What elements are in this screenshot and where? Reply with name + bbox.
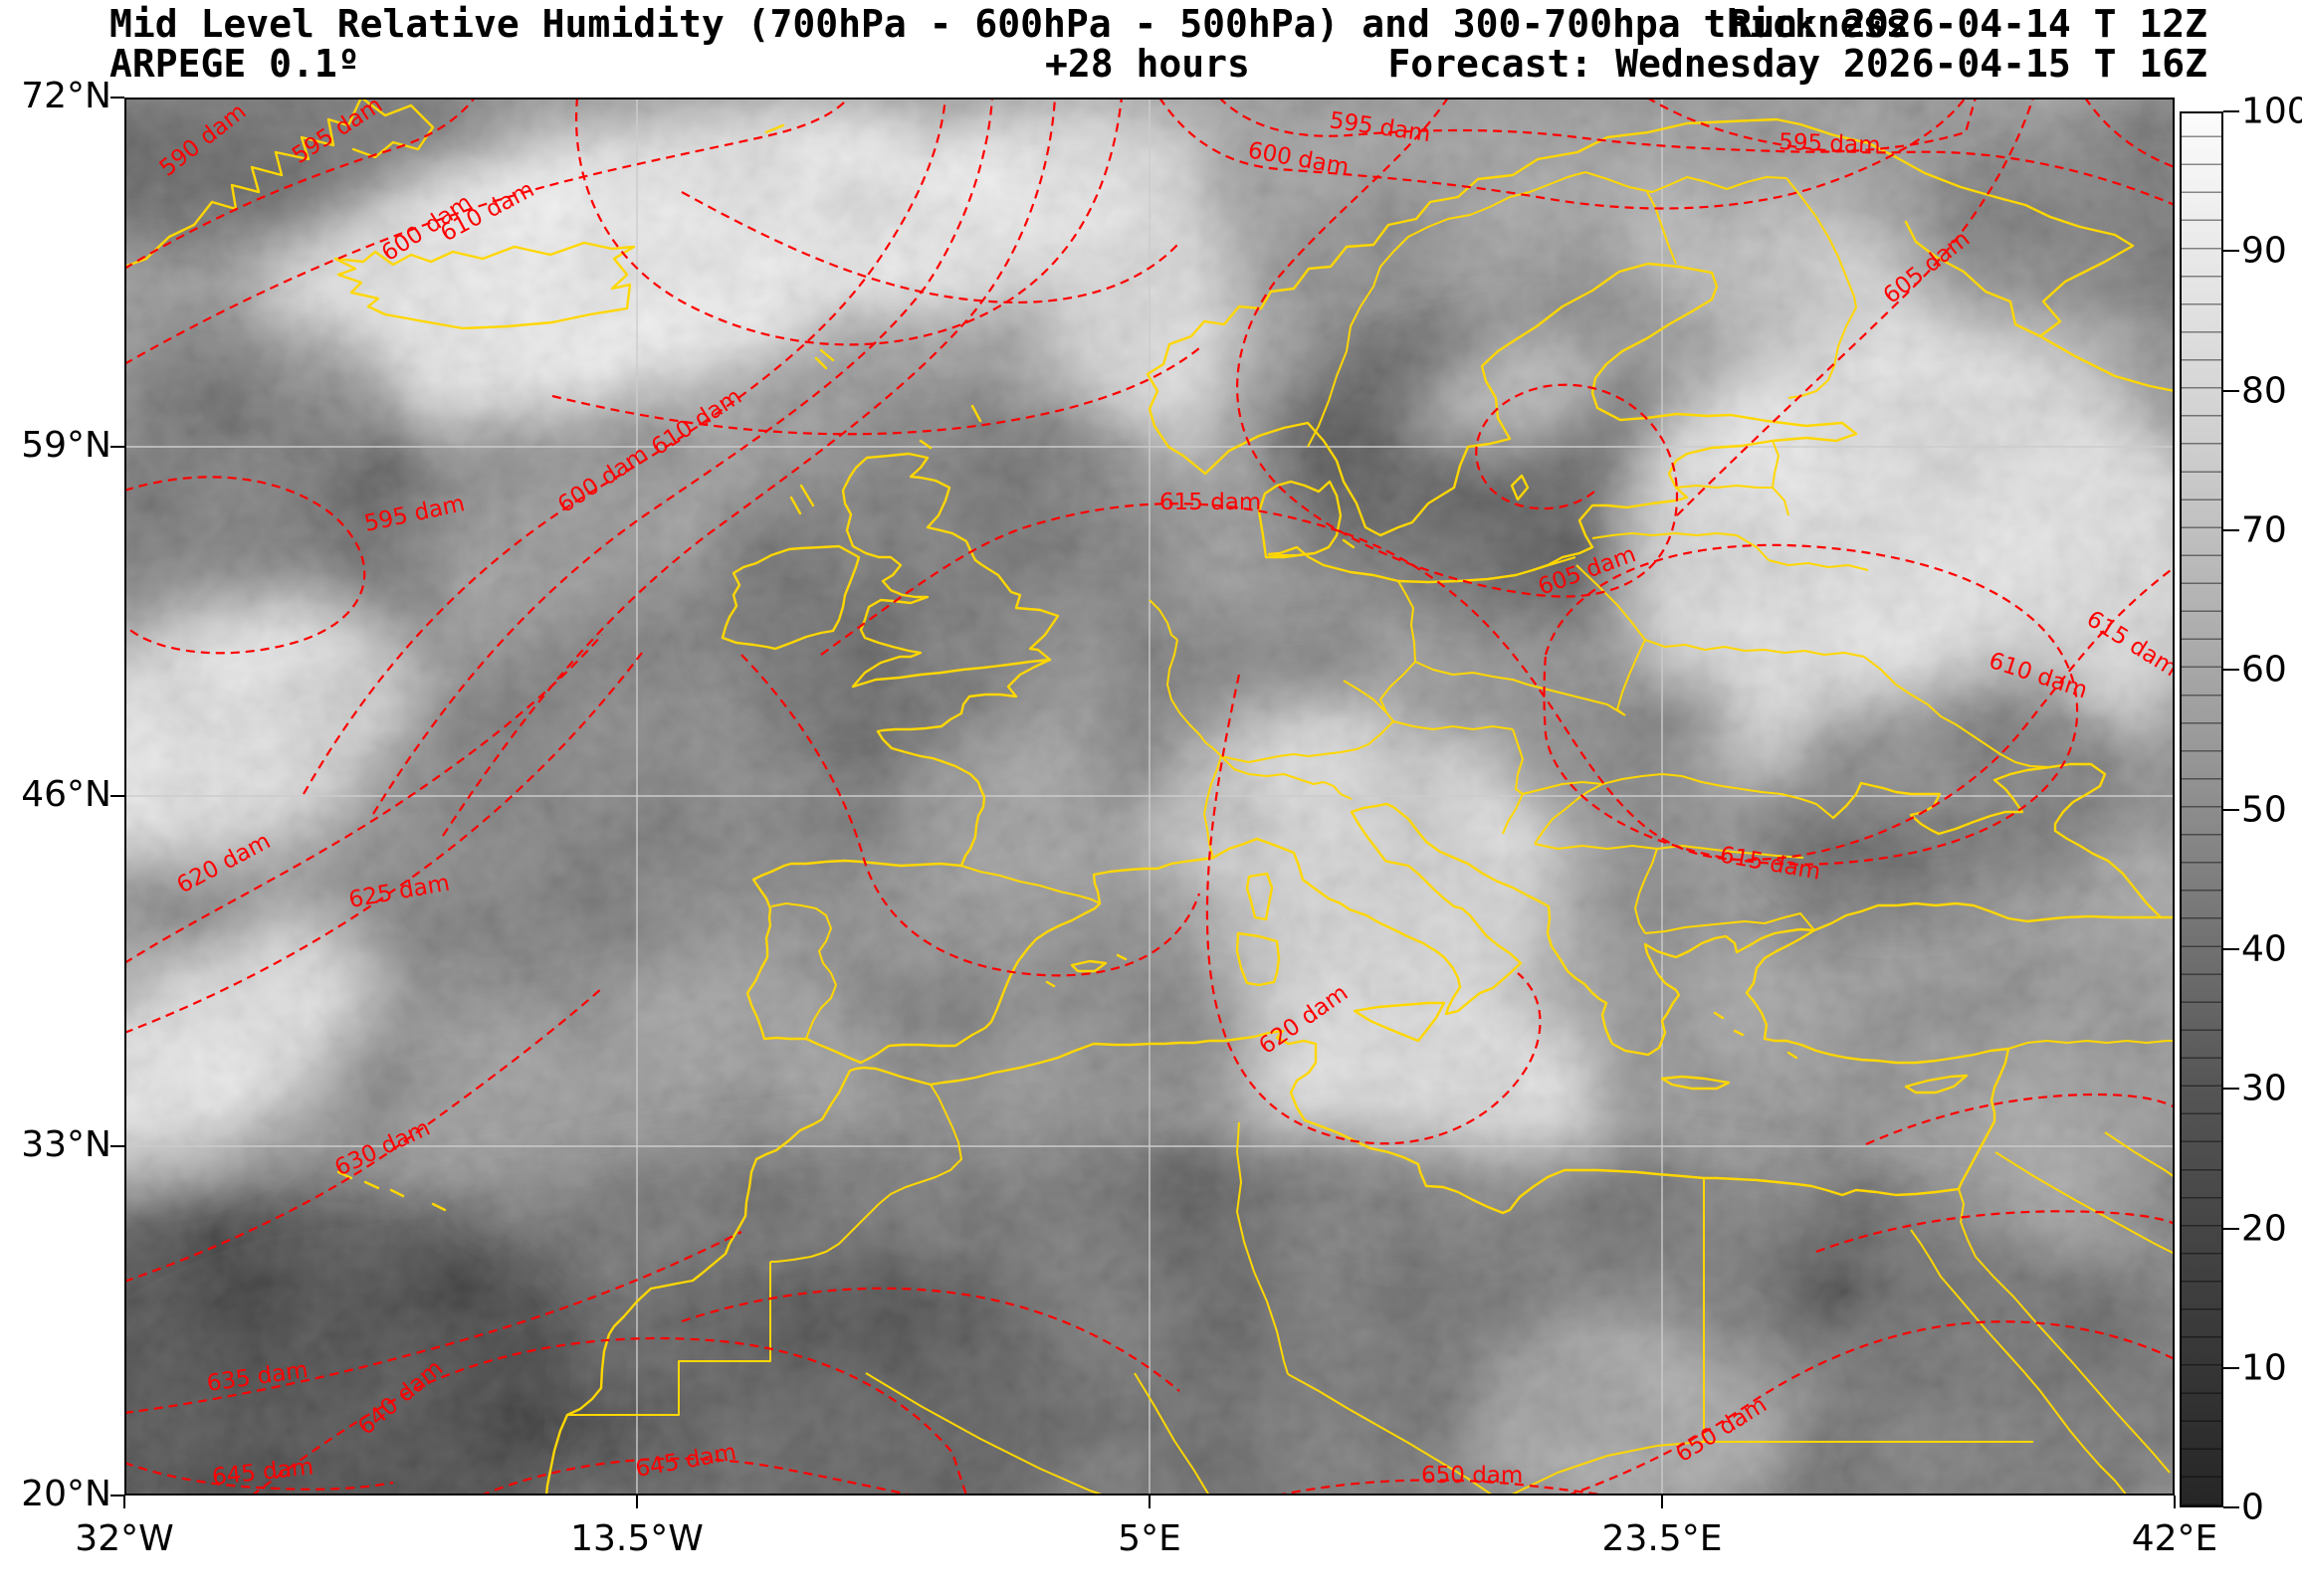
x-tick bbox=[1661, 1496, 1663, 1508]
coast-britain bbox=[841, 452, 1060, 689]
forecast-label: Forecast: Wednesday 2026-04-15 T 16Z bbox=[1387, 42, 2207, 86]
lat-axis-label: 72°N bbox=[21, 75, 111, 116]
colorbar-tick bbox=[2223, 1506, 2239, 1508]
colorbar-tick bbox=[2223, 110, 2239, 112]
colorbar-tick bbox=[2223, 1088, 2239, 1090]
lon-axis-label: 42°E bbox=[2131, 1518, 2218, 1559]
island-sicily bbox=[1353, 1001, 1446, 1043]
colorbar-label: 30 bbox=[2241, 1068, 2287, 1109]
thickness-contours bbox=[124, 98, 2175, 1496]
lat-axis-label: 46°N bbox=[21, 773, 111, 815]
x-tick bbox=[636, 1496, 638, 1508]
colorbar-tick bbox=[2223, 669, 2239, 671]
model-label: ARPEGE 0.1º bbox=[109, 42, 360, 86]
island-crete bbox=[1660, 1075, 1731, 1091]
y-tick bbox=[110, 1495, 124, 1496]
coast-iberia bbox=[745, 837, 1259, 1065]
contour-label: 595 dam bbox=[1779, 129, 1881, 159]
lat-axis-label: 33°N bbox=[21, 1123, 111, 1165]
island-cyprus bbox=[1904, 1074, 1969, 1095]
colorbar-label: 100 bbox=[2241, 91, 2302, 132]
lat-axis-label: 20°N bbox=[21, 1473, 111, 1514]
island-sardinia bbox=[1235, 931, 1281, 987]
contour-label: 615 dam bbox=[1159, 490, 1261, 515]
island-corsica bbox=[1245, 872, 1274, 921]
coast-blacksea-north bbox=[1831, 762, 2163, 919]
colorbar-label: 80 bbox=[2241, 370, 2287, 412]
grid-lines bbox=[124, 98, 2175, 1496]
coast-north-africa bbox=[544, 1029, 1961, 1496]
coast-greenland bbox=[124, 98, 363, 269]
colorbar-tick bbox=[2223, 529, 2239, 531]
colorbar-tick bbox=[2223, 1228, 2239, 1230]
colorbar-tick bbox=[2223, 250, 2239, 252]
coastlines bbox=[124, 98, 2175, 1496]
colorbar-label: 0 bbox=[2241, 1487, 2264, 1528]
colorbar-tick bbox=[2223, 390, 2239, 392]
colorbar bbox=[2180, 111, 2223, 1507]
x-tick bbox=[2174, 1496, 2176, 1508]
colorbar-label: 90 bbox=[2241, 230, 2287, 272]
colorbar-tick bbox=[2223, 1367, 2239, 1369]
contour-label: 650 dam bbox=[1421, 1463, 1523, 1489]
colorbar-label: 50 bbox=[2241, 789, 2287, 831]
map-frame bbox=[124, 98, 2175, 1496]
y-tick bbox=[110, 97, 124, 99]
coast-france bbox=[876, 658, 1052, 868]
colorbar-label: 10 bbox=[2241, 1347, 2287, 1389]
coast-turkey-levant bbox=[1745, 928, 2010, 1191]
coast-baltic bbox=[1203, 262, 1858, 584]
colorbar-label: 20 bbox=[2241, 1208, 2287, 1250]
coast-ireland bbox=[721, 544, 861, 651]
lon-axis-label: 5°E bbox=[1118, 1518, 1181, 1559]
y-tick bbox=[110, 446, 124, 448]
colorbar-label: 40 bbox=[2241, 928, 2287, 970]
lon-axis-label: 13.5°W bbox=[570, 1518, 704, 1559]
coast-balkans-greece bbox=[1391, 805, 1816, 1057]
lead-time-label: +28 hours bbox=[1045, 42, 1250, 86]
lat-axis-label: 59°N bbox=[21, 424, 111, 466]
coast-italy bbox=[1255, 802, 1523, 1016]
colorbar-label: 60 bbox=[2241, 649, 2287, 691]
weather-map: 590 dam 595 dam 600 dam 610 dam 595 dam … bbox=[124, 98, 2175, 1496]
x-tick bbox=[1149, 1496, 1151, 1508]
colorbar-tick bbox=[2223, 809, 2239, 811]
page-title: Mid Level Relative Humidity (700hPa - 60… bbox=[109, 2, 1909, 46]
y-tick bbox=[110, 1145, 124, 1147]
lon-axis-label: 32°W bbox=[75, 1518, 174, 1559]
lon-axis-label: 23.5°E bbox=[1601, 1518, 1723, 1559]
x-tick bbox=[123, 1496, 125, 1508]
colorbar-label: 70 bbox=[2241, 509, 2287, 551]
y-tick bbox=[110, 795, 124, 797]
colorbar-tick bbox=[2223, 948, 2239, 950]
coast-iceland bbox=[333, 241, 636, 330]
coast-norway-kola bbox=[1146, 117, 2135, 476]
coast-blacksea-south bbox=[1812, 901, 2175, 932]
run-timestamp: Run: 2026-04-14 T 12Z bbox=[1729, 2, 2207, 46]
